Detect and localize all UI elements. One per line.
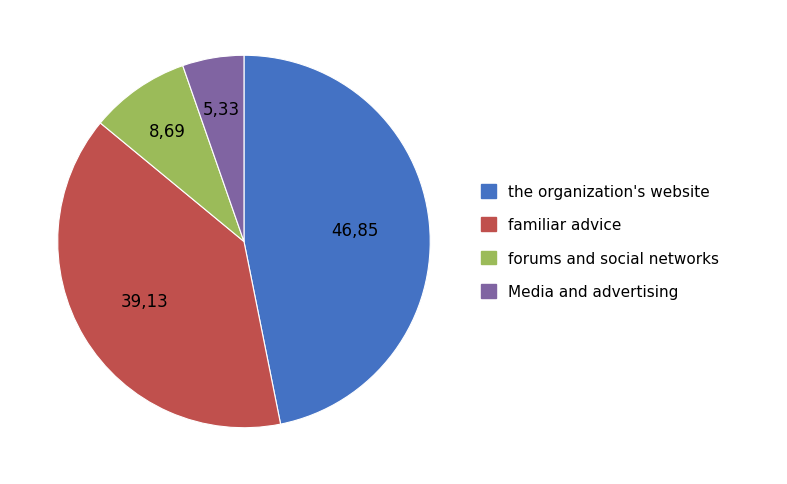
Text: 39,13: 39,13 bbox=[121, 292, 168, 310]
Wedge shape bbox=[183, 56, 244, 242]
Text: 8,69: 8,69 bbox=[149, 123, 186, 141]
Wedge shape bbox=[57, 124, 281, 428]
Text: 5,33: 5,33 bbox=[203, 101, 240, 119]
Wedge shape bbox=[100, 66, 244, 242]
Text: 46,85: 46,85 bbox=[331, 222, 379, 240]
Wedge shape bbox=[244, 56, 430, 424]
Legend: the organization's website, familiar advice, forums and social networks, Media a: the organization's website, familiar adv… bbox=[481, 184, 719, 300]
